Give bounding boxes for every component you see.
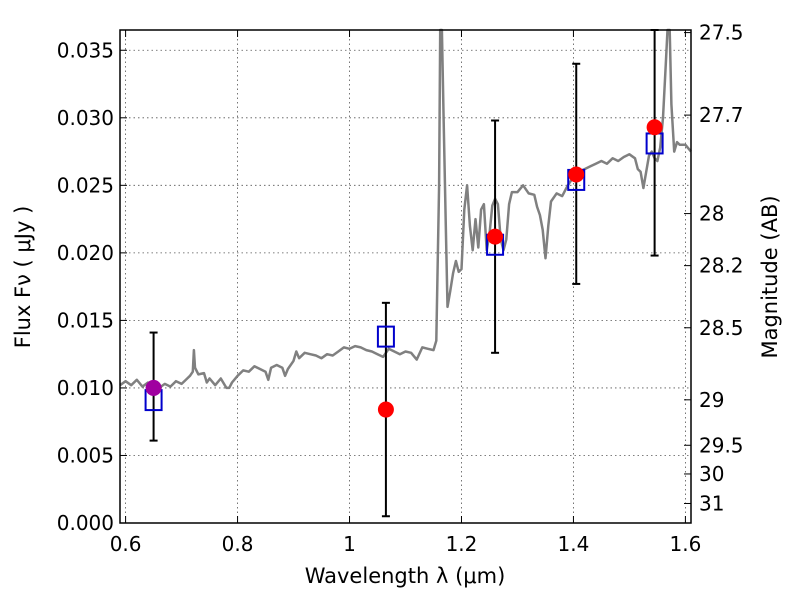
- observed-flux-point: [377, 401, 394, 418]
- y2-axis: 27.5 27.7 28 28.2 28.5 29 29.5 30 31: [684, 21, 744, 515]
- plot-frame: [119, 29, 692, 524]
- y-axis: 0.000 0.005 0.010 0.015 0.020 0.025 0.030 0.035: [57, 38, 127, 535]
- x-tick-label: 1.6: [669, 532, 701, 556]
- y-tick-label: 0.035: [57, 38, 114, 62]
- y2-tick-label: 31: [699, 491, 724, 515]
- model-photometry-square: [376, 325, 395, 348]
- x-tick-label: 1: [343, 532, 356, 556]
- spectrum-layer: [119, 28, 692, 390]
- x-tick-label: 0.6: [110, 532, 142, 556]
- marker-layer: [144, 119, 664, 418]
- y2-tick-label: 27.5: [699, 21, 744, 45]
- x-axis: 0.6 0.8 1 1.2 1.4 1.6: [110, 30, 701, 556]
- x-tick-label: 1.4: [558, 532, 590, 556]
- y2-tick-label: 28.5: [699, 316, 744, 340]
- y2-tick-label: 28.2: [699, 254, 744, 278]
- y-tick-label: 0.000: [57, 511, 114, 535]
- y2-tick-label: 30: [699, 462, 724, 486]
- y2-tick-label: 28: [699, 202, 724, 226]
- y-tick-label: 0.025: [57, 173, 114, 197]
- errorbar-layer: [149, 29, 659, 518]
- y2-tick-label: 27.7: [699, 103, 744, 127]
- observed-flux-point: [568, 166, 585, 183]
- y-axis-title: Flux Fν ( μJy ): [11, 206, 35, 349]
- observed-flux-point: [646, 119, 663, 136]
- grid: [120, 30, 691, 524]
- x-tick-label: 0.8: [222, 532, 254, 556]
- y-tick-label: 0.005: [57, 443, 114, 467]
- observed-flux-point: [487, 228, 504, 245]
- y-tick-label: 0.010: [57, 376, 114, 400]
- y2-tick-label: 29.5: [699, 433, 744, 457]
- y-tick-label: 0.030: [57, 106, 114, 130]
- y2-axis-title: Magnitude (AB): [758, 195, 782, 358]
- x-tick-label: 1.2: [446, 532, 478, 556]
- y2-tick-label: 29: [699, 388, 724, 412]
- y-tick-label: 0.015: [57, 308, 114, 332]
- y-tick-label: 0.020: [57, 241, 114, 265]
- observed-flux-point: [145, 379, 162, 396]
- x-axis-title: Wavelength λ (μm): [305, 564, 506, 588]
- spectrum-line: [119, 28, 692, 390]
